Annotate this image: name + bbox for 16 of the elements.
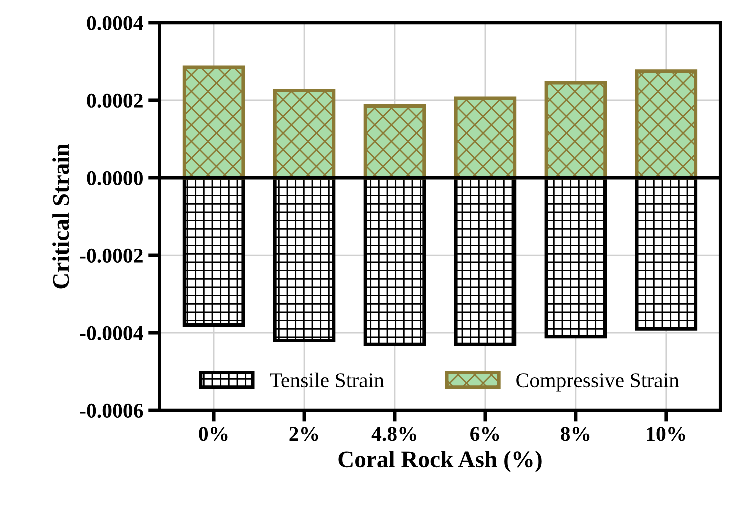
y-tick-label: 0.0000 — [87, 171, 143, 186]
x-tick-label: 2% — [290, 427, 318, 442]
legend-label: Tensile Strain — [270, 372, 384, 388]
x-tick-label: 10% — [647, 427, 686, 442]
y-tick-label: -0.0002 — [80, 248, 143, 264]
y-axis-title: Critical Strain — [52, 144, 70, 289]
y-tick-label: 0.0002 — [87, 94, 143, 108]
x-axis-title: Coral Rock Ash (%) — [338, 450, 542, 472]
y-tick-label: -0.0004 — [80, 326, 144, 341]
x-tick-label: 4.8% — [372, 427, 416, 442]
x-tick-label: 6% — [470, 427, 500, 442]
legend-label: Compressive Strain — [516, 374, 680, 392]
y-tick-label: -0.0006 — [80, 404, 144, 418]
y-tick-label: 0.0004 — [87, 16, 144, 30]
x-tick-label: 8% — [561, 427, 590, 442]
x-tick-label: 0% — [199, 427, 228, 442]
